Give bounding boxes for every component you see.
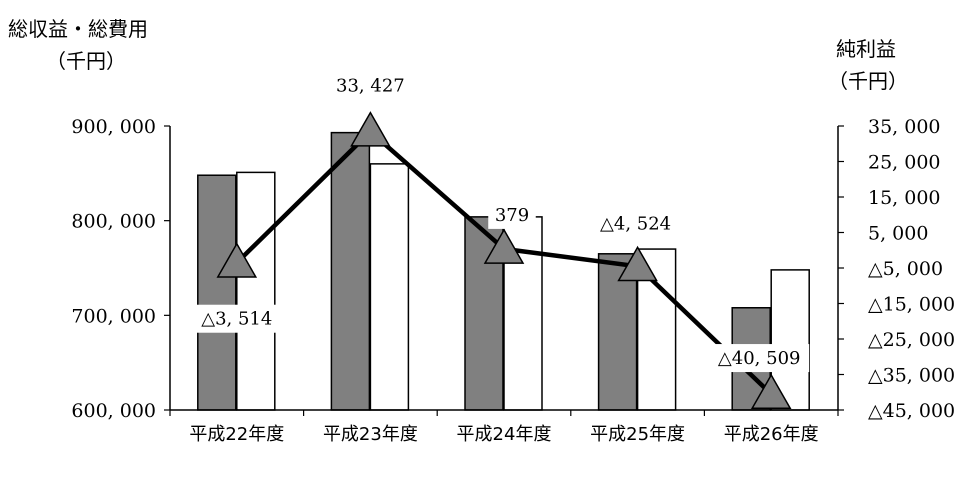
bar-series1-0 [197, 174, 237, 411]
x-tick-label: 平成26年度 [724, 424, 819, 445]
right-tick-label: △35, 000 [868, 365, 955, 387]
left-tick-label: 600, 000 [71, 400, 156, 422]
line-marker-1 [350, 111, 391, 147]
right-tick-label: 15, 000 [868, 187, 941, 209]
right-tick-label: 35, 000 [868, 116, 941, 138]
left-axis-title-line1: 総収益・総費用 [8, 17, 148, 41]
data-label-3: △4, 524 [600, 213, 671, 234]
data-label-bg-2 [488, 200, 536, 229]
line-marker-2 [483, 228, 525, 264]
right-axis-title-line2: （千円） [828, 69, 908, 93]
x-tick-label: 平成23年度 [323, 424, 418, 445]
right-tick-label: 25, 000 [868, 152, 941, 174]
right-tick-label: △45, 000 [868, 400, 955, 422]
x-tick-label: 平成24年度 [457, 424, 552, 445]
line-marker-0 [216, 242, 258, 278]
data-label-bg-0 [192, 304, 282, 333]
data-label-2: 379 [495, 205, 529, 226]
left-tick-label: 700, 000 [71, 305, 156, 327]
line-marker-4 [750, 373, 792, 410]
data-label-0: △3, 514 [201, 309, 272, 330]
left-axis-title-line2: （千円） [46, 49, 126, 73]
data-label-1: 33, 427 [336, 76, 405, 97]
left-tick-label: 900, 000 [71, 116, 156, 138]
right-axis-title-line1: 純利益 [836, 37, 896, 61]
x-tick-label: 平成22年度 [189, 424, 284, 445]
right-tick-label: △15, 000 [868, 294, 955, 316]
left-tick-label: 800, 000 [71, 211, 156, 233]
plot-area: 平成22年度 平成23年度 平成24年度 平成25年度 平成26年度 900, 000 80… [71, 76, 955, 445]
x-tick-label: 平成25年度 [590, 424, 685, 445]
bar-series2-1 [369, 163, 410, 411]
right-tick-label: 5, 000 [868, 223, 928, 245]
data-label-bg-4 [709, 344, 810, 373]
right-tick-label: △25, 000 [868, 329, 955, 351]
bar-series1-1 [330, 131, 371, 411]
right-tick-label: △5, 000 [868, 258, 943, 280]
line-marker-3 [617, 245, 658, 282]
data-label-4: △40, 509 [718, 348, 801, 369]
bar-series2-0 [236, 171, 276, 411]
